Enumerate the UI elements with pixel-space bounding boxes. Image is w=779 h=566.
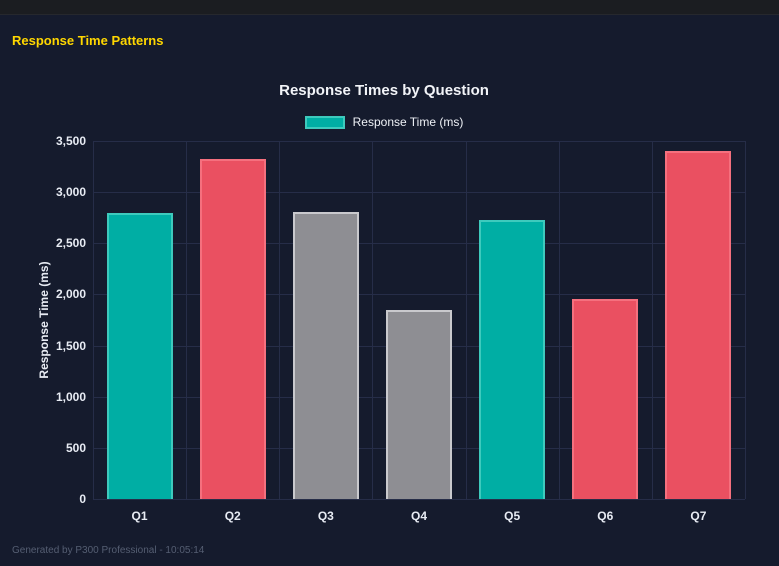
gridline-horizontal (93, 499, 745, 500)
gridline-vertical (651, 141, 653, 499)
x-tick-label: Q5 (504, 509, 521, 523)
gridline-vertical (372, 141, 374, 499)
y-axis-title: Response Time (ms) (37, 261, 51, 379)
legend-label: Response Time (ms) (352, 115, 464, 129)
bar-q2[interactable] (199, 159, 266, 499)
y-tick-label: 0 (79, 492, 86, 506)
y-tick-label: 3,500 (55, 134, 86, 148)
bar-q1[interactable] (106, 212, 173, 499)
gridline-horizontal (93, 243, 745, 245)
x-tick-label: Q1 (131, 509, 148, 523)
y-tick-label: 1,000 (55, 389, 86, 404)
gridline-vertical (279, 141, 281, 499)
gridline-vertical (93, 141, 94, 499)
chart-legend: Response Time (ms) (0, 115, 768, 129)
legend-item-response-time[interactable]: Response Time (ms) (304, 115, 464, 129)
y-tick-label: 2,500 (55, 236, 86, 251)
x-tick-label: Q7 (690, 509, 707, 523)
page-title: Response Time Patterns (12, 33, 164, 48)
footer-status-text: Generated by P300 Professional - 10:05:1… (12, 545, 205, 556)
x-tick-label: Q2 (224, 509, 241, 523)
bar-q5[interactable] (479, 219, 546, 499)
gridline-horizontal (93, 294, 745, 296)
gridline-vertical (745, 141, 746, 499)
chart-title: Response Times by Question (279, 82, 489, 99)
gridline-horizontal (93, 192, 745, 194)
y-tick-label: 500 (65, 440, 86, 455)
bar-q7[interactable] (665, 151, 732, 499)
bar-q4[interactable] (386, 309, 452, 499)
gridline-vertical (558, 141, 560, 499)
y-tick-label: 3,000 (55, 185, 86, 200)
window-top-bar (0, 0, 779, 15)
x-tick-label: Q4 (410, 509, 427, 523)
x-tick-label: Q3 (317, 509, 334, 523)
gridline-vertical (465, 141, 467, 499)
gridline-vertical (186, 141, 188, 499)
y-tick-label: 2,000 (55, 287, 86, 302)
gridline-horizontal (93, 141, 745, 142)
bar-q6[interactable] (572, 298, 639, 499)
legend-swatch (304, 115, 345, 129)
y-tick-label: 1,500 (55, 338, 86, 353)
x-tick-label: Q6 (597, 509, 614, 523)
bar-q3[interactable] (292, 211, 359, 499)
